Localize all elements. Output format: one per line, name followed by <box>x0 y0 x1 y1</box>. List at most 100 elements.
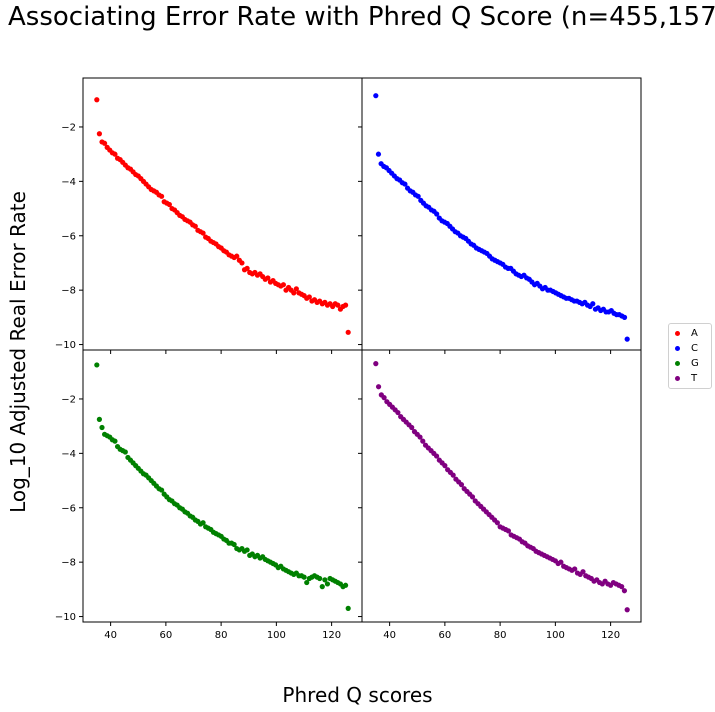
point-t <box>505 528 512 534</box>
legend-item-g: G <box>675 356 699 371</box>
legend-item-t: T <box>675 371 697 386</box>
y-tick-label: −10 <box>55 340 76 351</box>
y-tick-label: −2 <box>61 122 76 133</box>
point-t <box>433 453 440 459</box>
y-tick-label: −2 <box>61 394 76 405</box>
point-t <box>373 361 379 367</box>
point-g <box>112 438 118 444</box>
point-a <box>291 290 297 296</box>
point-g <box>345 605 351 612</box>
legend-label-g: G <box>691 358 699 369</box>
point-a <box>306 294 312 300</box>
point-g <box>96 416 103 422</box>
legend-label-t: T <box>691 373 698 384</box>
point-a <box>96 131 103 137</box>
point-c <box>402 181 408 187</box>
point-a <box>345 329 351 335</box>
point-t <box>442 463 448 469</box>
y-tick-label: −6 <box>61 231 76 242</box>
x-tick-label: 100 <box>546 630 565 641</box>
legend-marker-t <box>675 376 680 381</box>
legend-label-c: C <box>691 343 698 354</box>
point-t <box>621 588 628 594</box>
point-t <box>450 472 456 478</box>
x-tick-label: 60 <box>160 630 173 641</box>
y-tick-label: −10 <box>55 612 76 623</box>
point-c <box>375 151 382 157</box>
point-a <box>94 97 100 103</box>
point-t <box>619 584 625 590</box>
point-c <box>621 314 628 320</box>
panel-frame-g <box>82 349 363 623</box>
x-axis-label: Phred Q scores <box>282 683 433 707</box>
panel-a: −2 −4 −6 −8 −10 <box>55 77 363 354</box>
x-tick-label: 120 <box>322 630 341 641</box>
x-tick-label: 80 <box>494 630 507 641</box>
panel-c <box>358 77 642 354</box>
point-a <box>112 151 118 157</box>
point-t <box>395 409 401 416</box>
point-a <box>234 253 240 259</box>
x-tick-label: 120 <box>601 630 620 641</box>
point-t <box>420 438 426 444</box>
point-c <box>590 301 596 307</box>
point-t <box>417 434 423 440</box>
panel-frame-a <box>82 77 363 351</box>
point-g <box>231 541 237 548</box>
chart-title: Associating Error Rate with Phred Q Scor… <box>8 2 715 32</box>
point-c <box>624 336 630 342</box>
x-tick-label: 100 <box>267 630 286 641</box>
point-t <box>558 559 564 565</box>
point-a <box>192 223 198 229</box>
point-g <box>158 487 165 493</box>
point-a <box>158 193 165 199</box>
legend-marker-g <box>675 361 680 366</box>
point-c <box>373 93 379 99</box>
panel-t: 40 60 80 100 120 <box>358 349 642 641</box>
point-t <box>572 566 578 572</box>
panel-g: −2 −4 −6 −8 −10 40 60 80 100 120 <box>55 349 363 641</box>
point-g <box>324 581 331 587</box>
point-t <box>624 607 630 613</box>
point-t <box>494 520 500 526</box>
point-g <box>244 547 250 553</box>
point-a <box>265 275 271 281</box>
panel-frame-t <box>361 349 642 623</box>
point-c <box>434 211 440 217</box>
point-c <box>415 193 421 199</box>
point-g <box>94 362 100 368</box>
point-a <box>239 260 245 266</box>
x-tick-label: 40 <box>104 630 117 641</box>
y-tick-label: −8 <box>61 558 76 569</box>
y-tick-label: −4 <box>61 449 76 460</box>
point-g <box>99 424 105 431</box>
point-g <box>322 577 328 583</box>
y-tick-label: −4 <box>61 177 76 188</box>
point-a <box>342 302 349 308</box>
y-tick-label: −8 <box>61 286 76 297</box>
y-tick-label: −6 <box>61 503 76 514</box>
legend-marker-a <box>675 331 680 336</box>
legend-marker-c <box>675 346 680 351</box>
point-g <box>317 575 323 582</box>
point-a <box>101 140 108 146</box>
point-t <box>580 569 586 575</box>
x-tick-label: 60 <box>439 630 452 641</box>
legend-item-a: A <box>675 326 698 341</box>
legend-item-c: C <box>675 341 698 356</box>
x-tick-label: 80 <box>215 630 228 641</box>
point-g <box>319 584 325 590</box>
point-g <box>200 520 206 526</box>
point-a <box>335 302 341 308</box>
legend-label-a: A <box>691 328 698 339</box>
point-g <box>342 582 349 588</box>
point-t <box>469 494 476 500</box>
point-a <box>166 201 172 208</box>
point-a <box>280 282 287 288</box>
point-g <box>301 574 307 580</box>
point-a <box>200 230 206 236</box>
point-t <box>375 384 382 390</box>
point-g <box>304 579 310 586</box>
point-t <box>458 482 465 488</box>
